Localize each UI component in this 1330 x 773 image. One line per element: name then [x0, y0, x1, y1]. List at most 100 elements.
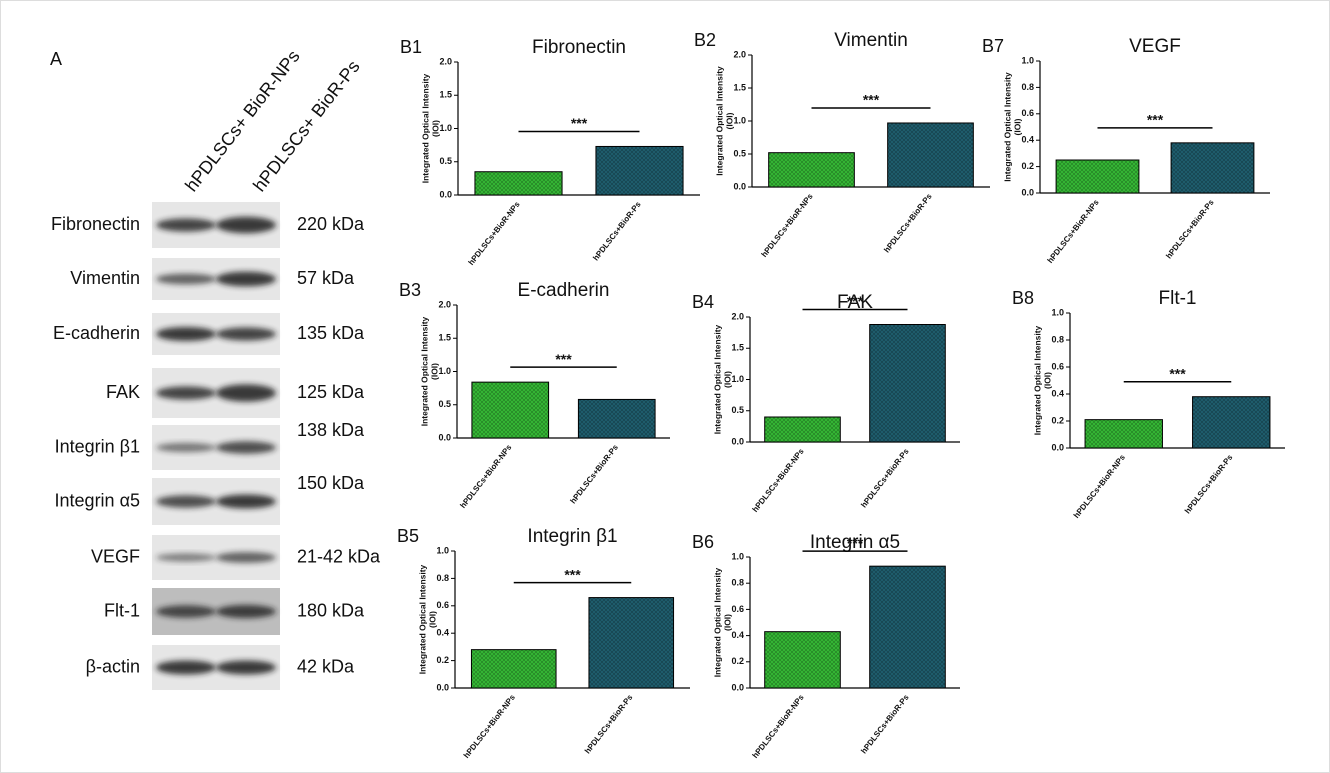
- y-tick-label: 0.2: [1051, 415, 1064, 425]
- bar-hatch: [1171, 143, 1254, 193]
- x-tick-label: hPDLSCs+BioR-Ps: [1183, 453, 1235, 516]
- blot-band: [216, 495, 276, 509]
- y-tick-label: 2.0: [733, 49, 746, 59]
- bar-hatch: [589, 598, 674, 688]
- protein-label: Flt-1: [104, 600, 140, 620]
- blot-band: [156, 274, 216, 285]
- y-tick-label: 0.5: [439, 156, 452, 166]
- bar-hatch: [475, 172, 562, 195]
- x-tick-label: hPDLSCs+BioR-NPs: [1072, 453, 1127, 520]
- chart-title: Flt-1: [1159, 288, 1197, 309]
- y-tick-label: 0.4: [1021, 135, 1034, 145]
- size-label: 138 kDa: [297, 420, 365, 440]
- size-label: 150 kDa: [297, 473, 365, 493]
- bar-hatch: [765, 632, 841, 688]
- y-tick-label: 0.5: [733, 148, 746, 158]
- protein-label: Integrin α5: [55, 490, 140, 510]
- chart-title: Fibronectin: [532, 37, 626, 58]
- y-tick-label: 0.0: [1021, 187, 1034, 197]
- y-axis-label: (IOI): [722, 614, 732, 631]
- chart-title: E-cadherin: [518, 280, 610, 301]
- protein-label: Fibronectin: [51, 214, 140, 234]
- panel-label: B7: [982, 36, 1004, 56]
- x-tick-label: hPDLSCs+BioR-NPs: [1046, 198, 1101, 265]
- blot-band: [156, 553, 216, 561]
- protein-label: VEGF: [91, 546, 140, 566]
- chart-title: Vimentin: [834, 30, 908, 51]
- bar-hatch: [870, 325, 946, 443]
- y-tick-label: 0.8: [1021, 82, 1034, 92]
- x-tick-label: hPDLSCs+BioR-Ps: [859, 447, 911, 510]
- bar-hatch: [1193, 397, 1270, 448]
- blot-band: [216, 327, 276, 340]
- y-tick-label: 0.0: [1051, 442, 1064, 452]
- y-tick-label: 1.0: [1051, 307, 1064, 317]
- y-axis-label: Integrated Optical Intensity: [419, 316, 429, 426]
- significance: ***: [863, 92, 880, 108]
- y-tick-label: 0.5: [731, 405, 744, 415]
- x-tick-label: hPDLSCs+BioR-NPs: [751, 693, 806, 760]
- y-tick-label: 0.2: [436, 655, 449, 665]
- significance: ***: [564, 566, 581, 582]
- y-tick-label: 2.0: [731, 311, 744, 321]
- blot-band: [216, 441, 276, 453]
- y-tick-label: 0.2: [731, 656, 744, 666]
- y-tick-label: 0.4: [1051, 388, 1064, 398]
- y-tick-label: 0.4: [731, 630, 744, 640]
- x-tick-label: hPDLSCs+BioR-NPs: [462, 693, 517, 760]
- bar-hatch: [596, 146, 683, 195]
- y-axis-label: Integrated Optical Intensity: [1032, 325, 1042, 435]
- size-label: 180 kDa: [297, 600, 365, 620]
- y-tick-label: 1.0: [438, 366, 451, 376]
- x-tick-label: hPDLSCs+BioR-NPs: [760, 192, 815, 259]
- panel-label: B2: [694, 30, 716, 50]
- y-axis-label: Integrated Optical Intensity: [712, 567, 722, 677]
- x-tick-label: hPDLSCs+BioR-NPs: [751, 447, 806, 514]
- y-tick-label: 0.0: [731, 682, 744, 692]
- panel-label: B1: [400, 37, 422, 57]
- panel-label: B3: [399, 280, 421, 300]
- y-tick-label: 0.0: [733, 181, 746, 191]
- y-axis-label: (IOI): [1042, 372, 1052, 389]
- lane-label: hPDLSCs+ BioR-NPs: [181, 46, 304, 195]
- x-tick-label: hPDLSCs+BioR-Ps: [583, 693, 635, 756]
- blot-band: [216, 605, 276, 618]
- significance: ***: [847, 535, 864, 551]
- x-tick-label: hPDLSCs+BioR-Ps: [859, 693, 911, 756]
- size-label: 220 kDa: [297, 214, 365, 234]
- significance: ***: [555, 351, 572, 367]
- y-axis-label: (IOI): [427, 611, 437, 628]
- bar-hatch: [870, 566, 946, 688]
- chart-title: Integrin β1: [527, 526, 617, 547]
- y-tick-label: 1.5: [731, 343, 744, 353]
- protein-label: FAK: [106, 382, 140, 402]
- blot-band: [156, 327, 216, 341]
- y-tick-label: 1.0: [731, 551, 744, 561]
- blot-band: [156, 605, 216, 617]
- blot-band: [216, 217, 276, 233]
- size-label: 57 kDa: [297, 268, 355, 288]
- panel-label: B6: [692, 532, 714, 552]
- y-tick-label: 1.5: [439, 90, 452, 100]
- y-axis-label: Integrated Optical Intensity: [417, 564, 427, 674]
- y-tick-label: 0.8: [1051, 334, 1064, 344]
- y-tick-label: 0.0: [731, 436, 744, 446]
- y-axis-label: Integrated Optical Intensity: [1002, 72, 1012, 182]
- panel-label: B4: [692, 292, 714, 312]
- y-tick-label: 2.0: [438, 299, 451, 309]
- x-tick-label: hPDLSCs+BioR-Ps: [568, 443, 620, 506]
- figure: A hPDLSCs+ BioR-NPshPDLSCs+ BioR-PsFibro…: [0, 0, 1330, 773]
- size-label: 21-42 kDa: [297, 546, 381, 566]
- x-tick-label: hPDLSCs+BioR-Ps: [1164, 198, 1216, 261]
- significance: ***: [847, 293, 864, 309]
- blot-band: [156, 443, 216, 452]
- x-tick-label: hPDLSCs+BioR-NPs: [467, 200, 522, 267]
- y-tick-label: 2.0: [439, 56, 452, 66]
- y-tick-label: 1.0: [1021, 55, 1034, 65]
- y-tick-label: 0.8: [436, 573, 449, 583]
- y-tick-label: 0.0: [436, 682, 449, 692]
- size-label: 135 kDa: [297, 323, 365, 343]
- y-tick-label: 0.8: [731, 578, 744, 588]
- y-axis-label: Integrated Optical Intensity: [714, 66, 724, 176]
- bar-hatch: [1085, 420, 1162, 448]
